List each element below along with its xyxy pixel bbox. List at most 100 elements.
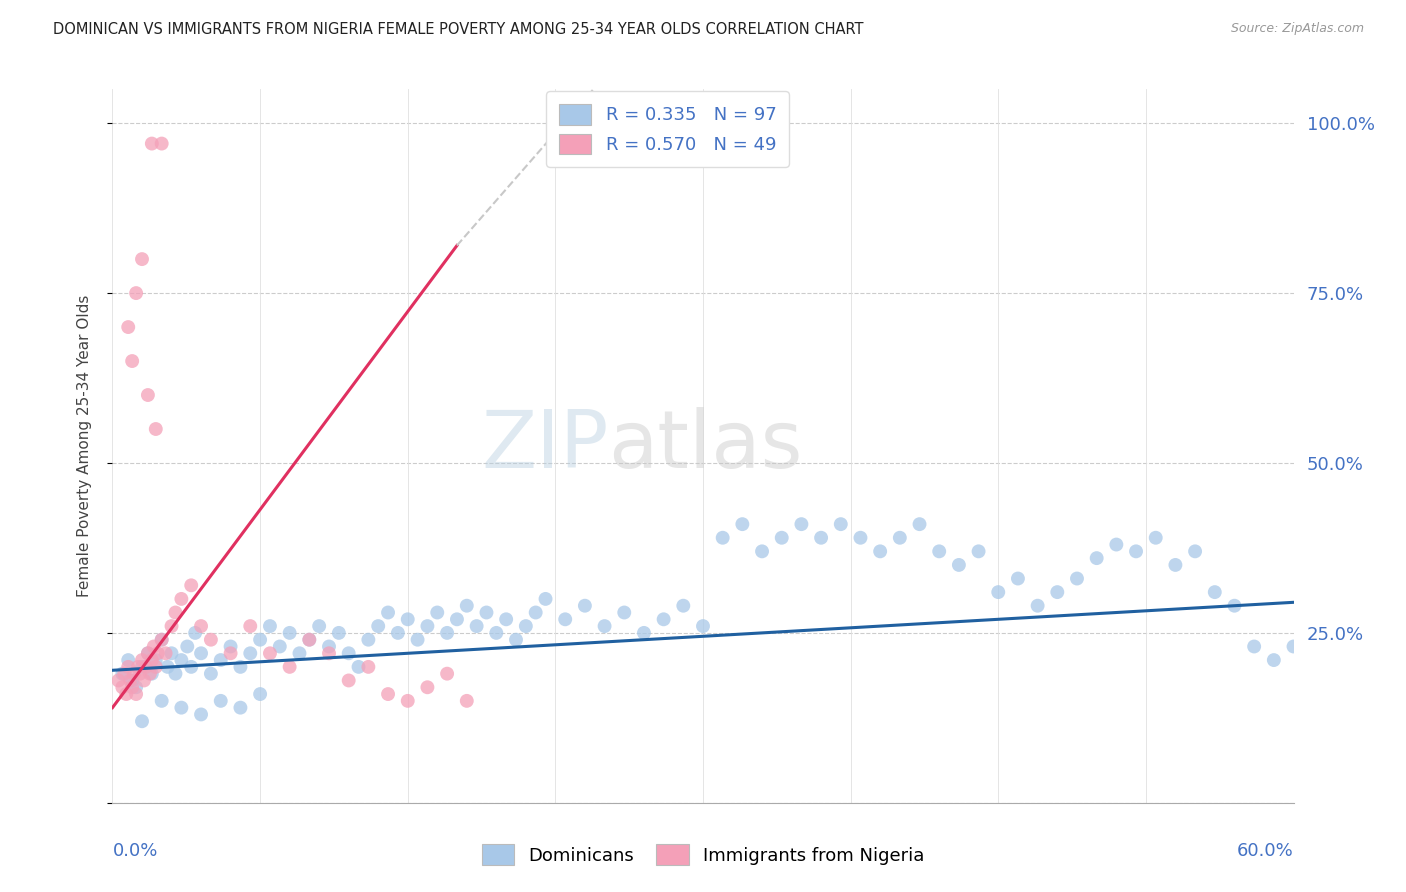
- Point: [136, 388, 159, 402]
- Point: [125, 680, 148, 694]
- Point: [465, 619, 488, 633]
- Point: [160, 619, 183, 633]
- Point: [141, 666, 163, 681]
- Point: [129, 666, 152, 681]
- Point: [112, 666, 135, 681]
- Point: [1066, 572, 1088, 586]
- Text: atlas: atlas: [609, 407, 803, 485]
- Point: [165, 606, 187, 620]
- Point: [692, 619, 714, 633]
- Point: [298, 632, 321, 647]
- Point: [711, 531, 734, 545]
- Point: [150, 632, 173, 647]
- Text: ZIP: ZIP: [481, 407, 609, 485]
- Point: [751, 544, 773, 558]
- Point: [908, 517, 931, 532]
- Point: [141, 136, 163, 151]
- Point: [456, 694, 478, 708]
- Point: [121, 680, 143, 694]
- Point: [1105, 537, 1128, 551]
- Point: [121, 673, 143, 688]
- Point: [436, 626, 458, 640]
- Point: [127, 660, 149, 674]
- Point: [139, 666, 162, 681]
- Point: [672, 599, 695, 613]
- Point: [633, 626, 655, 640]
- Point: [652, 612, 675, 626]
- Point: [170, 653, 193, 667]
- Point: [170, 700, 193, 714]
- Point: [790, 517, 813, 532]
- Point: [122, 666, 145, 681]
- Point: [308, 619, 330, 633]
- Point: [249, 632, 271, 647]
- Point: [131, 653, 153, 667]
- Point: [1026, 599, 1049, 613]
- Point: [180, 578, 202, 592]
- Point: [125, 286, 148, 301]
- Point: [111, 680, 134, 694]
- Point: [200, 666, 222, 681]
- Point: [156, 660, 179, 674]
- Point: [136, 646, 159, 660]
- Point: [136, 646, 159, 660]
- Point: [357, 660, 380, 674]
- Point: [117, 660, 139, 674]
- Legend: R = 0.335   N = 97, R = 0.570   N = 49: R = 0.335 N = 97, R = 0.570 N = 49: [546, 91, 789, 167]
- Point: [524, 606, 547, 620]
- Text: 60.0%: 60.0%: [1237, 842, 1294, 860]
- Point: [150, 694, 173, 708]
- Point: [1046, 585, 1069, 599]
- Point: [150, 136, 173, 151]
- Point: [357, 632, 380, 647]
- Point: [269, 640, 291, 654]
- Point: [849, 531, 872, 545]
- Point: [288, 646, 311, 660]
- Point: [387, 626, 409, 640]
- Point: [426, 606, 449, 620]
- Point: [200, 632, 222, 647]
- Text: DOMINICAN VS IMMIGRANTS FROM NIGERIA FEMALE POVERTY AMONG 25-34 YEAR OLDS CORREL: DOMINICAN VS IMMIGRANTS FROM NIGERIA FEM…: [53, 22, 863, 37]
- Point: [120, 673, 142, 688]
- Point: [298, 632, 321, 647]
- Point: [190, 646, 212, 660]
- Point: [889, 531, 911, 545]
- Point: [209, 694, 232, 708]
- Point: [485, 626, 508, 640]
- Point: [396, 612, 419, 626]
- Point: [135, 660, 157, 674]
- Point: [337, 646, 360, 660]
- Point: [190, 707, 212, 722]
- Point: [131, 660, 153, 674]
- Point: [593, 619, 616, 633]
- Point: [1184, 544, 1206, 558]
- Y-axis label: Female Poverty Among 25-34 Year Olds: Female Poverty Among 25-34 Year Olds: [77, 295, 91, 597]
- Point: [830, 517, 852, 532]
- Point: [259, 619, 281, 633]
- Point: [239, 619, 262, 633]
- Point: [436, 666, 458, 681]
- Text: 0.0%: 0.0%: [112, 842, 157, 860]
- Point: [180, 660, 202, 674]
- Point: [1243, 640, 1265, 654]
- Point: [869, 544, 891, 558]
- Point: [170, 591, 193, 606]
- Point: [249, 687, 271, 701]
- Point: [534, 591, 557, 606]
- Point: [1204, 585, 1226, 599]
- Point: [229, 700, 252, 714]
- Point: [145, 660, 167, 674]
- Point: [475, 606, 498, 620]
- Point: [377, 606, 399, 620]
- Point: [406, 632, 429, 647]
- Point: [107, 673, 129, 688]
- Point: [446, 612, 468, 626]
- Point: [1144, 531, 1167, 545]
- Point: [142, 640, 165, 654]
- Point: [515, 619, 537, 633]
- Point: [219, 646, 242, 660]
- Point: [259, 646, 281, 660]
- Point: [278, 660, 301, 674]
- Point: [328, 626, 350, 640]
- Point: [1125, 544, 1147, 558]
